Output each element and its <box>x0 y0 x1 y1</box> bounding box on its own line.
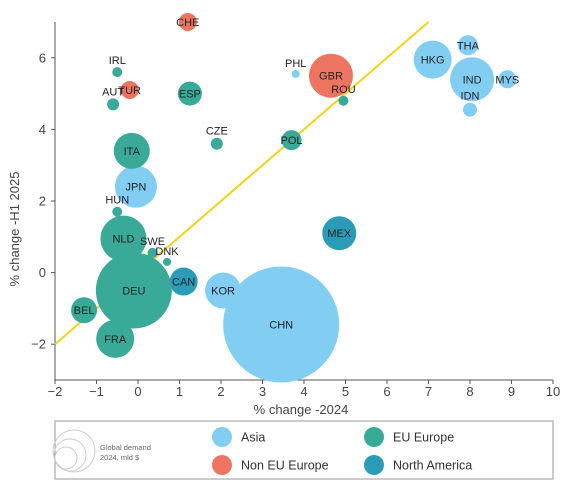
legend-swatch-asia <box>212 427 232 447</box>
bubble-label-gbr: GBR <box>319 71 343 83</box>
bubble-label-kor: KOR <box>211 286 235 298</box>
legend-swatch-north-america <box>364 455 384 475</box>
legend: Global demand 2024, mld $ Asia EU Europe No… <box>52 420 554 480</box>
x-tick-labels: −2 −1 0 1 2 3 4 5 6 7 8 9 10 <box>48 380 560 399</box>
bubble-label-fra: FRA <box>104 334 127 346</box>
bubble-aut <box>107 98 120 111</box>
bubble-kor <box>205 272 242 309</box>
bubble-label-ind: IND <box>463 74 482 86</box>
bubble-bel <box>71 297 98 324</box>
bubble-dnk <box>163 257 172 266</box>
bubble-label-pol: POL <box>281 135 303 147</box>
bubble-label-idn: IDN <box>461 91 480 103</box>
legend-label-eu-europe: EU Europe <box>393 431 454 445</box>
bubble-esp <box>177 81 202 106</box>
size-key-circle-medium <box>53 438 87 472</box>
bubble-fra <box>96 319 135 358</box>
x-tick-label: 2 <box>217 384 224 399</box>
y-axis-title: % change -H1 2025 <box>7 172 22 287</box>
legend-swatch-non-eu-europe <box>212 455 232 475</box>
size-key-circle-small <box>54 446 78 470</box>
bubble-label-hkg: HKG <box>421 55 445 67</box>
bubble-can <box>169 267 198 296</box>
size-key-circle-large <box>52 429 96 473</box>
x-tick-label: −1 <box>89 384 104 399</box>
bubble-label-nld: NLD <box>112 234 134 246</box>
bubble-label-chn: CHN <box>269 320 293 332</box>
bubble-label-mex: MEX <box>327 228 352 240</box>
bubble-label-irl: IRL <box>109 55 126 67</box>
bubble-ind <box>450 57 495 102</box>
y-tick-labels: −2 0 2 4 6 <box>31 50 55 352</box>
x-tick-label: 4 <box>300 384 307 399</box>
y-tick-label: 6 <box>39 50 46 65</box>
bubble-label-esp: ESP <box>179 89 201 101</box>
bubble-label-tur: TUR <box>118 85 141 97</box>
legend-size-key: Global demand 2024, mld $ <box>52 429 151 473</box>
x-tick-label: 9 <box>508 384 515 399</box>
bubble-label-dnk: DNK <box>155 246 179 258</box>
x-tick-label: 5 <box>342 384 349 399</box>
bubble-idn <box>463 102 477 117</box>
bubble-chn <box>223 266 340 383</box>
bubble-che <box>178 13 197 31</box>
y-tick-label: 0 <box>39 265 46 280</box>
bubble-label-mys: MYS <box>495 74 519 86</box>
x-tick-label: 7 <box>425 384 432 399</box>
bubble-label-rou: ROU <box>331 84 356 96</box>
x-tick-label: 6 <box>383 384 390 399</box>
bubble-label-swe: SWE <box>140 236 165 248</box>
bubble-deu <box>95 252 172 329</box>
x-axis-title: % change -2024 <box>254 402 349 417</box>
bubble-irl <box>112 67 123 78</box>
legend-items: Asia EU Europe Non EU Europe North America <box>212 427 472 475</box>
bubble-label-tha: THA <box>457 40 480 52</box>
bubble-swe <box>147 247 158 258</box>
bubble-hun <box>112 206 123 217</box>
x-tick-label: 1 <box>176 384 183 399</box>
bubble-tur <box>120 81 139 100</box>
bubble-label-phl: PHL <box>285 58 306 70</box>
bubble-nld <box>100 215 147 262</box>
bubble-pol <box>281 130 302 151</box>
x-tick-label: 10 <box>546 384 560 399</box>
bubble-label-ita: ITA <box>124 146 141 158</box>
x-tick-label: 8 <box>466 384 473 399</box>
bubble-label-aut: AUT <box>102 86 124 98</box>
bubble-label-cze: CZE <box>206 126 228 138</box>
bubble-ita <box>113 132 150 169</box>
bubble-phl <box>291 69 300 78</box>
legend-label-asia: Asia <box>241 431 265 445</box>
bubble-rou <box>338 95 349 106</box>
bubble-jpn <box>114 165 157 208</box>
y-tick-label: 2 <box>39 194 46 209</box>
bubble-tha <box>457 35 478 56</box>
bubble-label-che: CHE <box>176 17 199 29</box>
bubble-cze <box>210 137 223 150</box>
x-tick-label: −2 <box>48 384 63 399</box>
legend-swatch-eu-europe <box>364 427 384 447</box>
x-tick-label: 0 <box>134 384 141 399</box>
bubble-mex <box>322 216 357 251</box>
x-tick-label: 3 <box>259 384 266 399</box>
legend-box <box>54 420 554 480</box>
bubble-label-bel: BEL <box>74 305 95 317</box>
bubble-label-deu: DEU <box>122 286 145 298</box>
bubble-label-can: CAN <box>172 277 195 289</box>
legend-label-non-eu-europe: Non EU Europe <box>241 459 329 473</box>
bubble-gbr <box>308 53 353 98</box>
bubbles <box>71 13 517 383</box>
bubble-label-hun: HUN <box>105 195 129 207</box>
size-key-label: Global demand 2024, mld $ <box>100 443 151 462</box>
bubble-hkg <box>413 40 452 79</box>
bubble-label-jpn: JPN <box>126 182 147 194</box>
bubble-mys <box>498 70 517 89</box>
legend-label-north-america: North America <box>393 459 472 473</box>
y-tick-label: −2 <box>31 337 46 352</box>
y-tick-label: 4 <box>39 122 46 137</box>
